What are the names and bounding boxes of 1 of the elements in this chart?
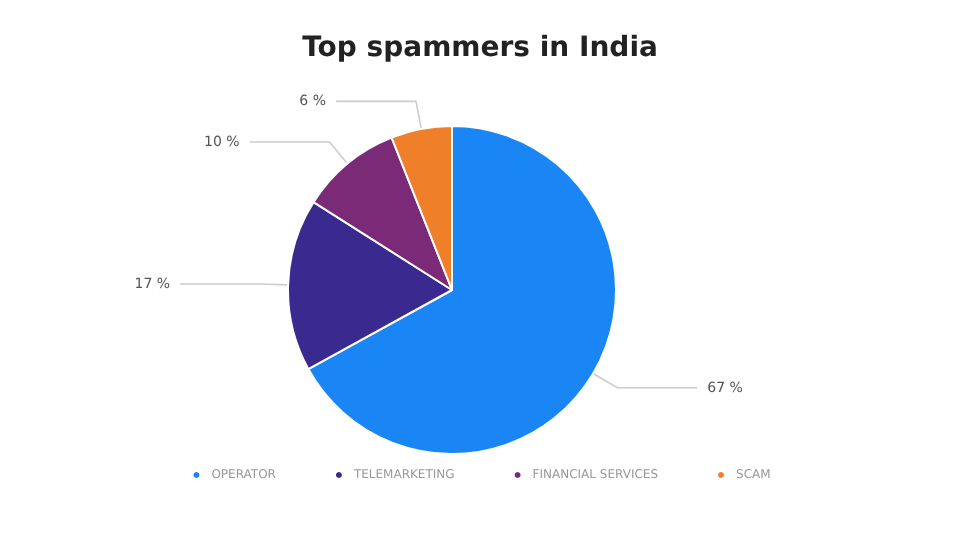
chart-title: Top spammers in India (302, 32, 658, 64)
